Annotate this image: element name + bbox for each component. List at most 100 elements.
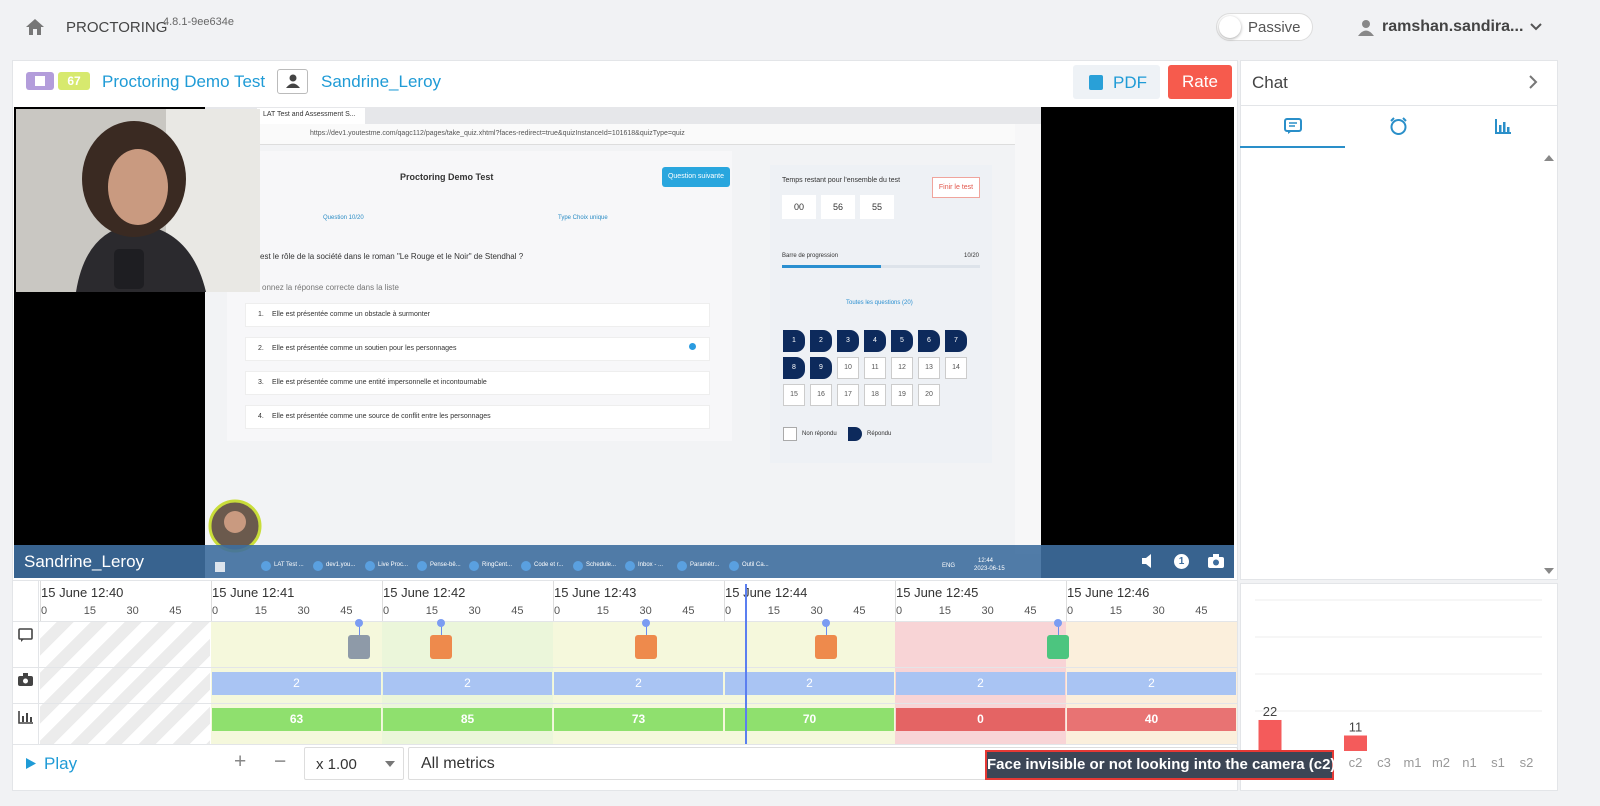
event-stem bbox=[358, 623, 360, 635]
question-answered: 6 bbox=[918, 330, 940, 352]
category-label: m1 bbox=[1403, 755, 1421, 770]
question-open: 11 bbox=[864, 357, 886, 379]
student-icon-box[interactable] bbox=[277, 69, 308, 94]
second-label: 45 bbox=[1195, 605, 1208, 617]
chat-title: Chat bbox=[1252, 73, 1288, 92]
volume-icon[interactable] bbox=[1140, 553, 1156, 569]
taskbar: LAT Test ... dev1.you... Live Proc... Pense… bbox=[205, 556, 1041, 578]
question-text: est le rôle de la société dans le roman … bbox=[260, 252, 524, 261]
home-icon[interactable] bbox=[25, 18, 45, 36]
pdf-button[interactable]: PDF bbox=[1073, 65, 1160, 99]
second-label: 0 bbox=[212, 605, 219, 617]
legend-open bbox=[783, 427, 797, 441]
next-button: Question suivante bbox=[662, 167, 730, 187]
event-marker[interactable] bbox=[815, 635, 837, 659]
metric-score: 40 bbox=[1144, 712, 1159, 726]
camera-bar[interactable]: 2 bbox=[383, 672, 552, 695]
icon bbox=[18, 673, 33, 686]
taskbar-clock: 12:44 bbox=[978, 558, 994, 564]
question-answered: 9 bbox=[810, 357, 832, 379]
url: https://dev1.youtestme.com/qagc112/pages… bbox=[310, 130, 685, 137]
alarm-tab[interactable] bbox=[1389, 117, 1408, 136]
metric-score: 70 bbox=[802, 712, 817, 726]
start-icon bbox=[215, 562, 225, 572]
second-label: 30 bbox=[981, 605, 994, 617]
play-button[interactable]: Play bbox=[44, 754, 78, 773]
second-label: 0 bbox=[725, 605, 732, 617]
progress-fill bbox=[782, 265, 881, 268]
event-marker[interactable] bbox=[1047, 635, 1069, 659]
chat-tab[interactable] bbox=[1284, 118, 1302, 135]
event-stem bbox=[440, 623, 442, 635]
test-name[interactable]: Proctoring Demo Test bbox=[102, 72, 266, 91]
question-open: 10 bbox=[837, 357, 859, 379]
minute-label: 15 June 12:42 bbox=[383, 585, 466, 600]
second-label: 30 bbox=[639, 605, 652, 617]
row-divider bbox=[12, 667, 1238, 668]
chat-scrollbar[interactable] bbox=[1543, 152, 1555, 578]
second-label: 45 bbox=[853, 605, 866, 617]
taskbar-item: LAT Test ... bbox=[274, 562, 304, 568]
option-number: 2. bbox=[258, 345, 264, 352]
metric-bar[interactable]: 73 bbox=[554, 708, 723, 731]
question-open: 17 bbox=[837, 384, 859, 406]
second-label: 30 bbox=[468, 605, 481, 617]
user-caret[interactable] bbox=[1530, 23, 1542, 31]
taskbar-date: 2023-06-15 bbox=[974, 566, 1005, 572]
camera-bar[interactable]: 2 bbox=[212, 672, 381, 695]
minute-tick bbox=[382, 581, 383, 621]
rate-button[interactable]: Rate bbox=[1168, 65, 1232, 99]
address-bar: https://dev1.youtestme.com/qagc112/pages… bbox=[205, 124, 1041, 145]
webcam bbox=[16, 109, 260, 292]
metric-bar[interactable]: 0 bbox=[896, 708, 1065, 731]
taskbar-icon bbox=[573, 561, 583, 571]
taskbar-icon bbox=[365, 561, 375, 571]
metric-bar[interactable]: 63 bbox=[212, 708, 381, 731]
timer-box: 56 bbox=[821, 195, 855, 219]
zoom-in[interactable]: + bbox=[234, 750, 247, 773]
play-icon[interactable] bbox=[25, 757, 37, 770]
second-label: 15 bbox=[938, 605, 951, 617]
student-name[interactable]: Sandrine_Leroy bbox=[321, 72, 442, 91]
option-text: Elle est présentée comme une source de c… bbox=[272, 413, 491, 420]
screen-capture: LAT Test and Assessment S... https://dev… bbox=[205, 107, 1041, 578]
question-open: 13 bbox=[918, 357, 940, 379]
controls-divider bbox=[12, 744, 1238, 745]
person-icon bbox=[286, 74, 300, 88]
zoom-out[interactable]: − bbox=[274, 750, 287, 773]
metrics-tab[interactable] bbox=[1495, 119, 1512, 134]
camera-bar[interactable]: 2 bbox=[725, 672, 894, 695]
minute-tick bbox=[211, 581, 212, 621]
flag-count[interactable]: 1 bbox=[1174, 554, 1189, 569]
second-label: 0 bbox=[1067, 605, 1074, 617]
second-label: 45 bbox=[169, 605, 182, 617]
icon bbox=[18, 711, 33, 724]
taskbar-icon bbox=[313, 561, 323, 571]
camera-bar[interactable]: 2 bbox=[554, 672, 723, 695]
event-stem bbox=[825, 623, 827, 635]
row-icon bbox=[18, 711, 34, 727]
event-marker[interactable] bbox=[430, 635, 452, 659]
metric-bar[interactable]: 70 bbox=[725, 708, 894, 731]
taskbar-icon bbox=[417, 561, 427, 571]
taskbar-icon bbox=[677, 561, 687, 571]
user-name[interactable]: ramshan.sandira... bbox=[1382, 18, 1524, 35]
second-label: 45 bbox=[682, 605, 695, 617]
camera-bar[interactable]: 2 bbox=[896, 672, 1065, 695]
instruction: onnez la réponse correcte dans la liste bbox=[262, 283, 399, 292]
option: 3. Elle est présentée comme une entité im… bbox=[245, 371, 710, 395]
speed-select[interactable]: x 1.00 bbox=[304, 747, 404, 780]
event-marker[interactable] bbox=[348, 635, 370, 659]
progress-label: Barre de progression bbox=[782, 253, 839, 259]
camera-bar[interactable]: 2 bbox=[1067, 672, 1236, 695]
minute-tick bbox=[1066, 581, 1067, 621]
mode-toggle[interactable]: Passive bbox=[1216, 13, 1313, 41]
metric-bar[interactable]: 85 bbox=[383, 708, 552, 731]
second-label: 45 bbox=[1024, 605, 1037, 617]
second-label: 30 bbox=[810, 605, 823, 617]
metric-bar[interactable]: 40 bbox=[1067, 708, 1236, 731]
collapse-icon[interactable] bbox=[1528, 75, 1538, 89]
snapshot-icon[interactable] bbox=[1207, 553, 1225, 569]
second-label: 15 bbox=[425, 605, 438, 617]
event-marker[interactable] bbox=[635, 635, 657, 659]
